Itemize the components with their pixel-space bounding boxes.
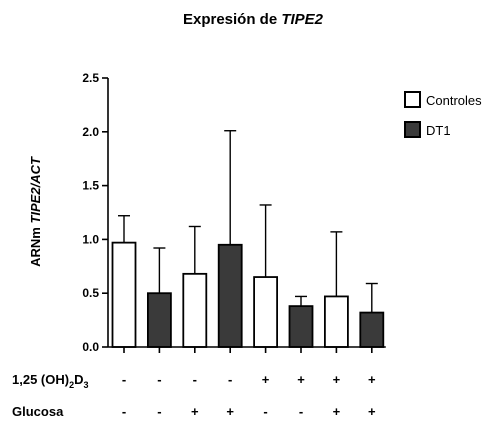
bar [182, 272, 208, 348]
condition-sign: - [193, 372, 197, 387]
bar [359, 311, 385, 348]
condition-sign: + [297, 372, 305, 387]
legend: Controles DT1 [404, 91, 482, 138]
bars-group [111, 130, 385, 348]
y-tick-label: 0.5 [82, 286, 99, 300]
condition-sign: + [226, 404, 234, 419]
chart-title: Expresión de TIPE2 [183, 11, 324, 28]
condition-sign: - [122, 404, 126, 419]
bar [288, 305, 314, 348]
condition-sign: - [157, 372, 161, 387]
condition-table: 1,25 (OH)2D3 - - - - + + + + Glucosa - - + + - - + + [12, 372, 376, 419]
condition-sign: - [263, 404, 267, 419]
condition-sign: - [299, 404, 303, 419]
bar [146, 292, 172, 348]
bar [217, 243, 243, 348]
condition-sign: + [368, 404, 376, 419]
condition-sign: + [191, 404, 199, 419]
condition-sign: + [262, 372, 270, 387]
bar [323, 295, 349, 348]
bar [253, 276, 279, 348]
condition-label: 1,25 (OH)2D3 [12, 372, 89, 390]
legend-label: DT1 [426, 123, 451, 138]
condition-label: Glucosa [12, 404, 64, 419]
y-axis-label: ARNm TIPE2/ACT [28, 156, 43, 267]
x-axis [108, 346, 386, 353]
y-tick-label: 2.5 [82, 71, 99, 85]
legend-swatch [404, 121, 421, 138]
y-tick-label: 1.5 [82, 179, 99, 193]
condition-sign: - [228, 372, 232, 387]
legend-swatch [404, 91, 421, 108]
condition-sign: - [122, 372, 126, 387]
y-tick-label: 1.0 [82, 232, 99, 246]
bar [111, 241, 137, 348]
y-tick-label: 2.0 [82, 125, 99, 139]
legend-label: Controles [426, 93, 482, 108]
condition-sign: + [368, 372, 376, 387]
y-axis: 0.0 0.5 1.0 1.5 2.0 2.5 [82, 71, 109, 354]
condition-sign: + [333, 404, 341, 419]
condition-sign: - [157, 404, 161, 419]
y-tick-label: 0.0 [82, 340, 99, 354]
condition-sign: + [333, 372, 341, 387]
